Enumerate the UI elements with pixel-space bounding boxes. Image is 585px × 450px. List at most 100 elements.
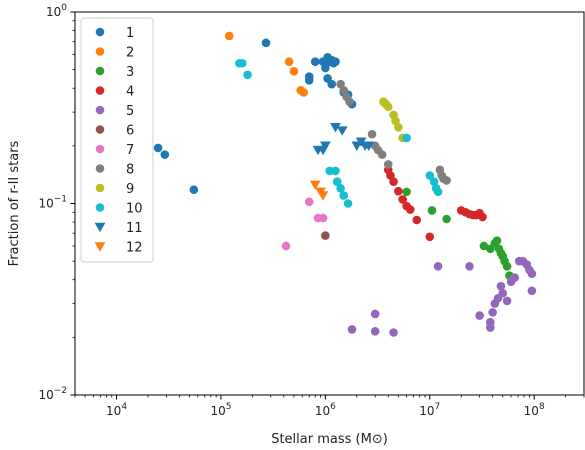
data-point <box>237 58 247 68</box>
data-point <box>310 57 320 67</box>
data-point <box>330 122 341 133</box>
legend-marker <box>95 66 105 76</box>
legend-item: 10 <box>95 202 143 217</box>
x-tick-label: 107 <box>419 402 440 418</box>
data-point <box>465 261 474 271</box>
x-tick-label-exp: 4 <box>121 402 127 412</box>
legend-item: 3 <box>95 65 134 80</box>
x-axis-title-text: Stellar mass (M⊙) <box>271 432 388 447</box>
legend-label: 9 <box>126 182 134 197</box>
legend-label: 1 <box>126 26 134 41</box>
data-point <box>321 231 330 240</box>
data-point <box>486 323 495 332</box>
legend-label: 3 <box>126 65 134 80</box>
x-tick-label-base: 10 <box>419 404 434 418</box>
legend-label: 6 <box>126 124 134 139</box>
data-point <box>527 286 537 296</box>
legend-item: 4 <box>95 85 134 100</box>
legend-item: 12 <box>94 241 143 256</box>
legend-item: 6 <box>95 124 134 139</box>
data-point <box>331 57 340 67</box>
data-point <box>160 150 170 159</box>
data-point <box>224 31 234 41</box>
x-tick-label-exp: 6 <box>330 402 336 412</box>
series-7 <box>281 197 328 251</box>
legend-item: 1 <box>95 26 134 41</box>
data-point <box>243 70 252 80</box>
data-point <box>304 72 314 81</box>
y-tick-label-base: 10 <box>38 388 53 402</box>
data-point <box>389 328 398 337</box>
legend-item: 9 <box>95 182 134 197</box>
x-axis-title: Stellar mass (M⊙) <box>271 432 388 447</box>
data-point <box>510 273 519 282</box>
data-point <box>402 187 411 197</box>
legend-item: 2 <box>95 46 134 61</box>
legend-item: 7 <box>95 143 134 158</box>
legend-label: 8 <box>126 163 134 178</box>
x-tick-label: 105 <box>210 402 231 418</box>
data-point <box>339 86 349 95</box>
data-point <box>367 129 377 139</box>
data-point <box>332 177 342 186</box>
data-point <box>425 171 435 180</box>
data-point <box>398 195 407 204</box>
y-tick-label-base: 10 <box>46 5 61 19</box>
data-point <box>527 269 537 278</box>
series-8 <box>336 79 451 185</box>
legend-label: 12 <box>126 241 143 256</box>
data-point <box>363 141 375 151</box>
series-5 <box>347 256 537 337</box>
data-point <box>347 325 357 334</box>
data-point <box>502 261 512 271</box>
data-point <box>498 288 508 298</box>
legend-item: 11 <box>94 221 143 236</box>
data-point <box>442 214 451 224</box>
data-point <box>442 176 451 185</box>
data-point <box>394 186 403 196</box>
data-point <box>412 215 422 225</box>
legend-label: 7 <box>126 143 134 158</box>
data-point <box>427 206 437 215</box>
data-point <box>475 311 484 320</box>
legend-label: 10 <box>126 202 143 217</box>
y-tick-label: 10−1 <box>38 195 67 211</box>
y-tick-label-exp: 0 <box>61 3 67 13</box>
minor-ticks <box>72 20 585 398</box>
legend-marker <box>94 222 106 233</box>
data-point <box>321 63 330 73</box>
x-tick-label: 106 <box>315 402 336 418</box>
data-point <box>496 281 506 291</box>
data-point <box>339 191 349 200</box>
data-point <box>433 261 443 271</box>
data-point <box>383 102 393 112</box>
series-1 <box>153 38 357 195</box>
x-tick-label-base: 10 <box>106 404 121 418</box>
legend-marker <box>95 183 105 193</box>
data-point <box>433 187 443 197</box>
y-tick-label-exp: −2 <box>54 386 67 396</box>
data-point <box>370 327 380 336</box>
data-point <box>309 180 321 191</box>
x-tick-label-base: 10 <box>210 404 225 418</box>
legend-marker <box>95 144 105 154</box>
data-point <box>327 79 337 89</box>
data-points <box>153 31 537 337</box>
data-point <box>377 150 387 159</box>
data-point <box>394 122 403 132</box>
data-point <box>153 143 163 153</box>
legend-marker <box>95 27 105 37</box>
legend-marker <box>95 164 105 173</box>
y-tick-label: 10−2 <box>38 386 67 402</box>
data-point <box>402 133 411 143</box>
series-6 <box>321 231 330 240</box>
x-tick-label: 108 <box>524 402 545 418</box>
legend-item: 8 <box>95 163 134 178</box>
x-tick-label-exp: 5 <box>226 402 232 412</box>
legend-item: 5 <box>95 104 134 119</box>
legend-frame <box>80 17 154 263</box>
x-tick-label-exp: 7 <box>435 402 441 412</box>
legend-label: 2 <box>126 46 134 61</box>
